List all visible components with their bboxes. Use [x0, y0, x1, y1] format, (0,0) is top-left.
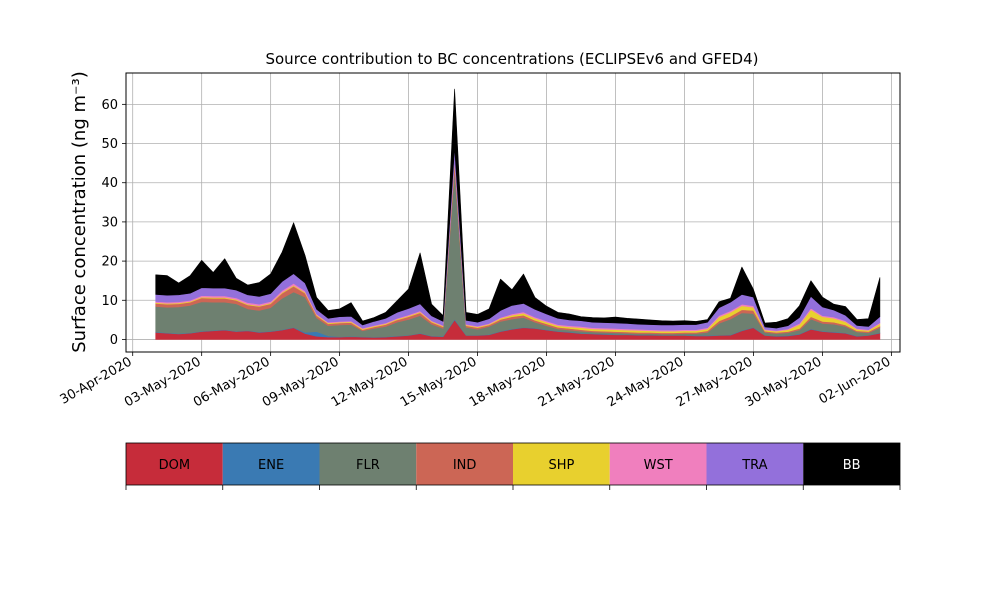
plot-area-frame [125, 72, 901, 353]
stacked-areas [155, 88, 881, 340]
legend-label-dom: DOM [159, 458, 190, 473]
legend-label-flr: FLR [356, 458, 380, 473]
legend-swatch-bb [803, 443, 900, 485]
y-tick-label: 10 [101, 294, 118, 309]
legend-swatch-ind [416, 443, 513, 485]
y-tick-label: 60 [101, 98, 118, 113]
legend-swatch-flr [319, 443, 417, 485]
legend-label-bb: BB [843, 458, 861, 473]
y-axis-label: Surface concentration (ng m⁻³) [69, 71, 90, 353]
y-tick-label: 0 [110, 333, 118, 348]
legend-label-tra: TRA [741, 458, 767, 473]
legend-label-ene: ENE [258, 458, 284, 473]
y-axis: 0 10 20 30 40 50 60 [101, 98, 126, 348]
area-series-bb [155, 88, 881, 329]
legend-swatch-tra [706, 443, 804, 485]
legend-swatch-wst [609, 443, 707, 485]
legend-colorbar: DOM ENE FLR IND SHP WST TRA BB [125, 442, 901, 490]
legend-label-shp: SHP [548, 458, 574, 473]
legend-label-ind: IND [453, 458, 477, 473]
y-tick-label: 40 [101, 176, 118, 191]
y-tick-label: 20 [101, 255, 118, 270]
y-tick-label: 50 [101, 137, 118, 152]
y-tick-label: 30 [101, 215, 118, 230]
legend-swatch-shp [513, 443, 610, 485]
legend-swatch-ene [222, 443, 320, 485]
chart-title: Source contribution to BC concentrations… [265, 50, 758, 68]
legend-label-wst: WST [644, 458, 673, 473]
legend-swatch-dom [126, 443, 223, 485]
